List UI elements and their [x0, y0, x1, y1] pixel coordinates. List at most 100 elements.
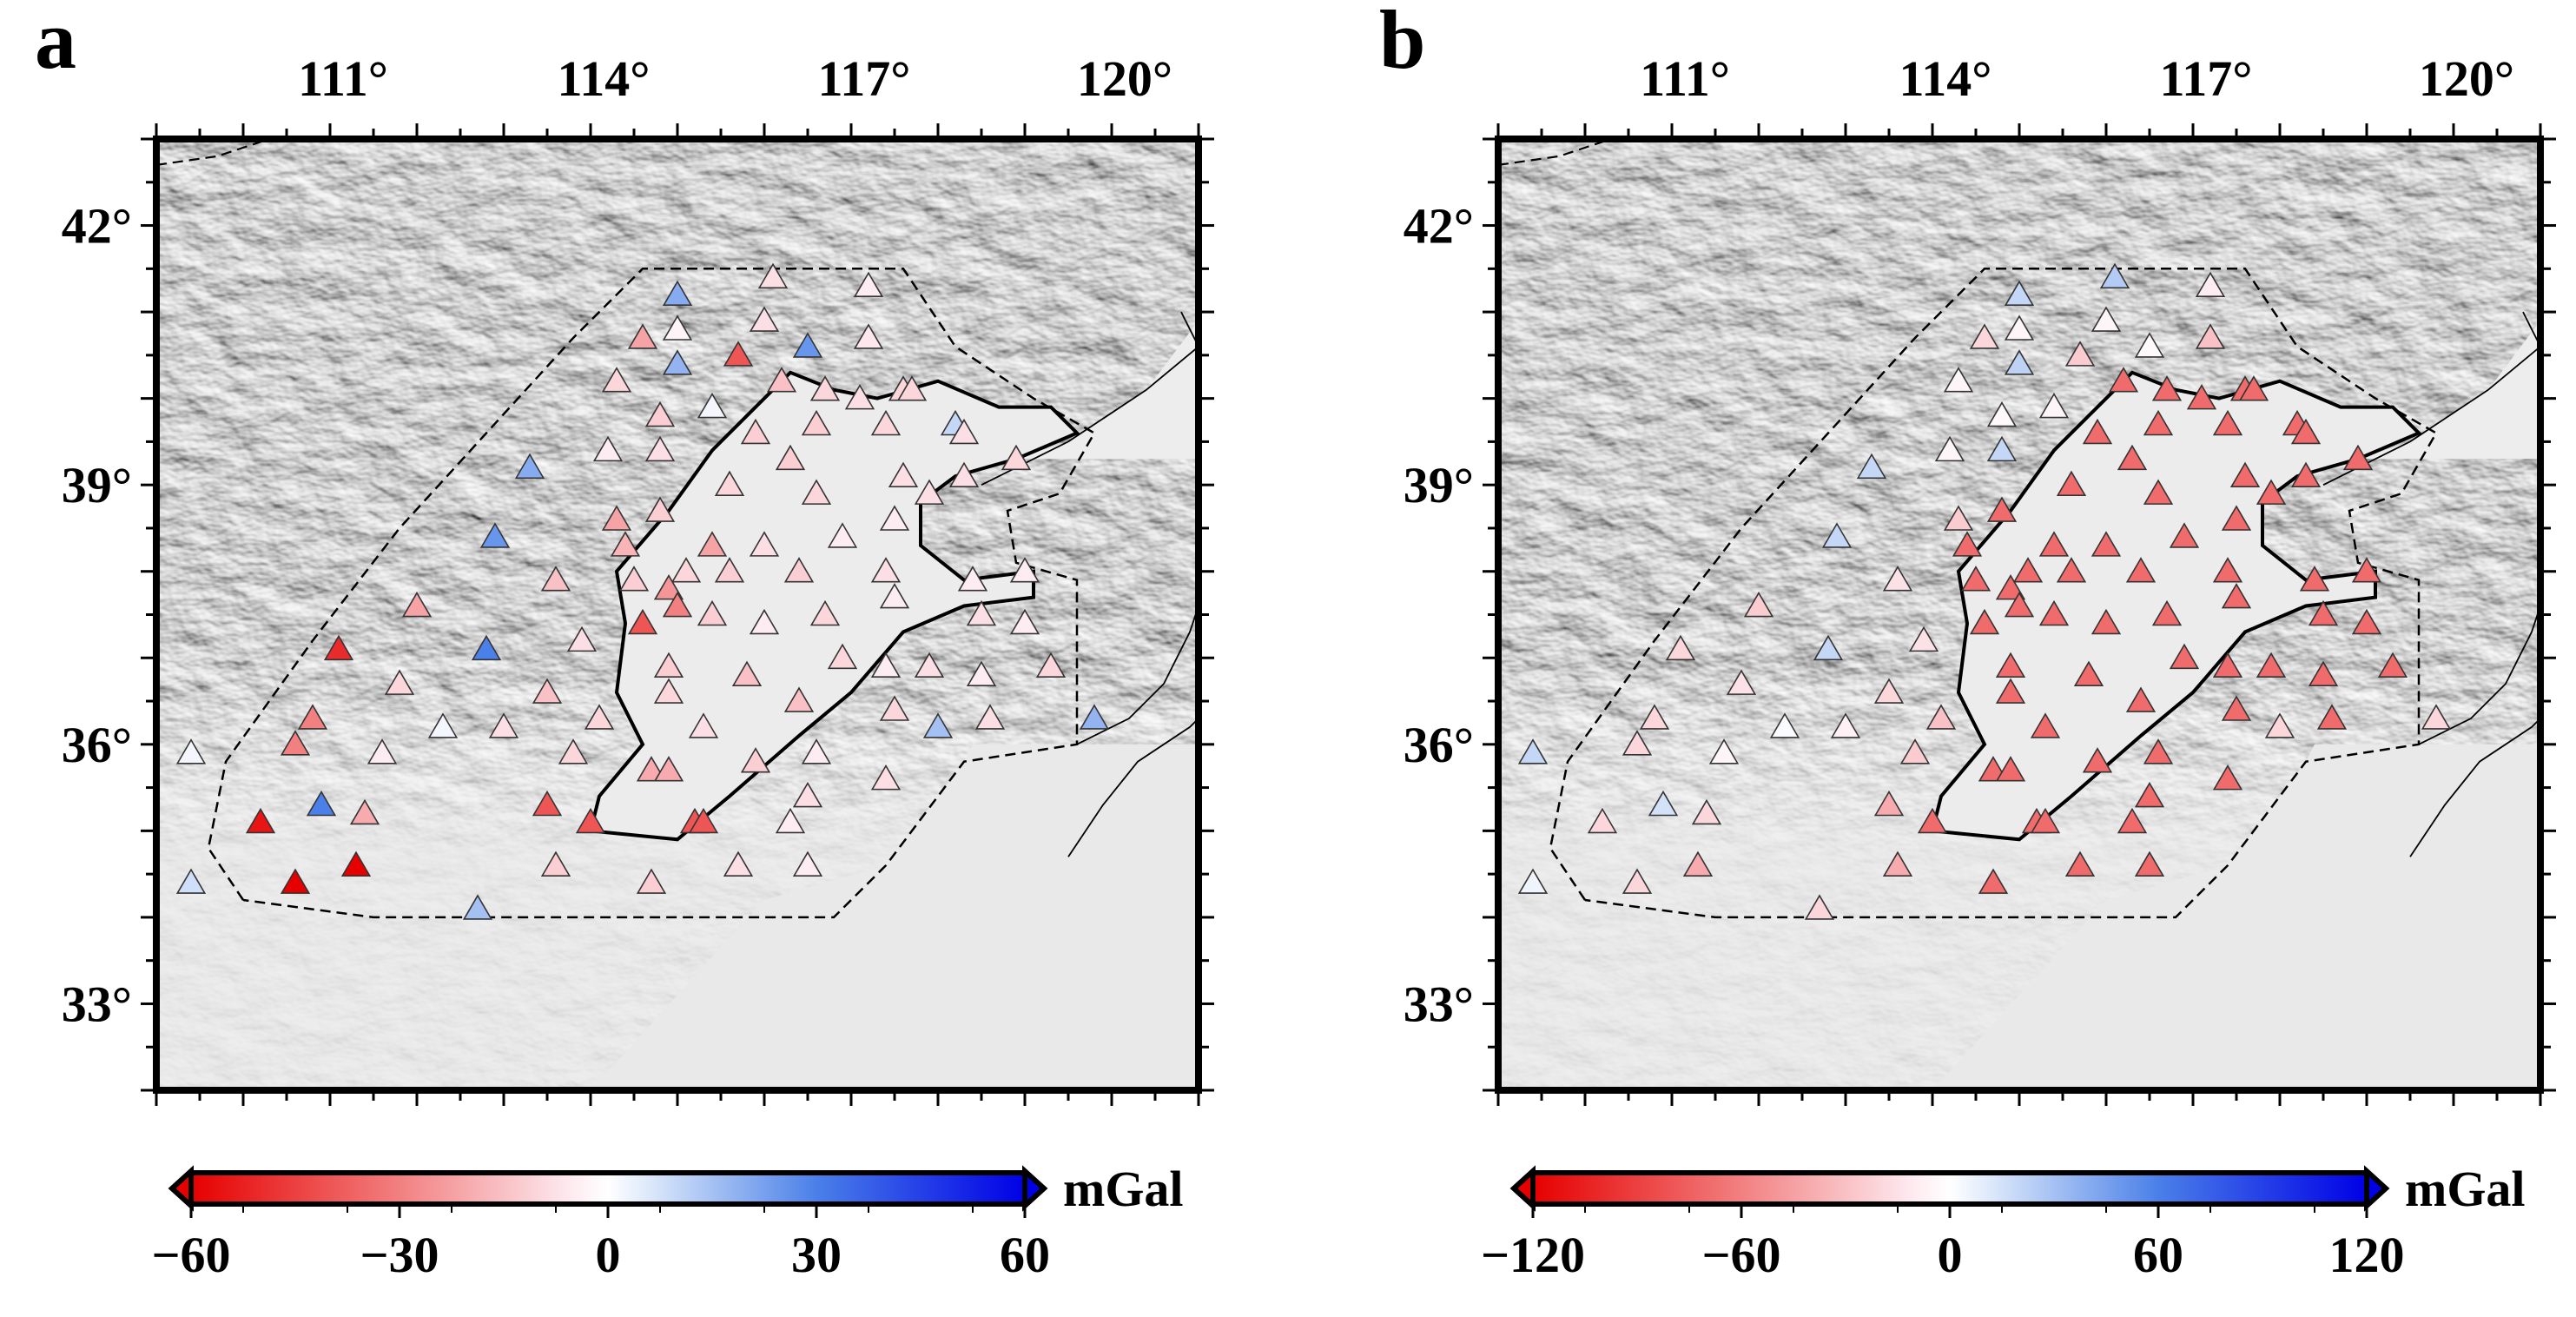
gravity-station-marker [749, 608, 780, 635]
colorbar-tick-label: 60 [1000, 1227, 1050, 1283]
gravity-station-marker [1001, 444, 1032, 471]
study-area-boundary [207, 268, 1096, 919]
gravity-station-marker [1830, 712, 1861, 738]
gravity-station-marker [2221, 583, 2252, 609]
gravity-station-marker [740, 418, 771, 445]
gravity-station-marker [644, 496, 676, 522]
gravity-station-marker [1665, 634, 1696, 661]
gravity-station-marker [2038, 393, 2070, 419]
gravity-station-marker [870, 764, 902, 791]
gravity-station-marker [1009, 557, 1040, 583]
gravity-station-marker [1009, 608, 1040, 635]
gravity-station-marker [592, 435, 624, 462]
gravity-station-marker [532, 678, 563, 704]
gravity-station-marker [479, 522, 511, 548]
plain-boundary [1931, 370, 2422, 842]
gravity-station-marker [809, 599, 841, 626]
gravity-station-marker [1908, 625, 1939, 652]
gravity-station-marker [558, 738, 589, 764]
gravity-station-marker [653, 756, 684, 782]
gravity-station-marker [636, 868, 667, 894]
latitude-tick-label: 36° [1404, 717, 1474, 773]
gravity-station-marker [853, 271, 884, 298]
gravity-station-marker [853, 323, 884, 349]
latitude-tick-label: 33° [62, 976, 132, 1032]
gravity-station-marker [2091, 306, 2122, 332]
gravity-station-marker [1960, 566, 1991, 592]
gravity-station-marker [2186, 384, 2217, 410]
gravity-station-marker [1882, 566, 1913, 592]
gravity-station-marker [1517, 868, 1549, 894]
gravity-station-marker [662, 314, 693, 341]
gravity-station-marker [644, 400, 676, 427]
gravity-station-marker [1873, 790, 1905, 817]
coastline [981, 311, 1199, 486]
gravity-station-marker [462, 894, 493, 920]
gravity-station-marker [1925, 704, 1957, 730]
gravity-station-marker [2056, 470, 2087, 496]
gravity-station-marker [1622, 868, 1653, 894]
gravity-station-marker [1648, 790, 1679, 817]
gravity-station-marker [688, 807, 719, 834]
gravity-station-marker [801, 738, 832, 764]
gravity-station-marker [2038, 531, 2070, 557]
gravity-station-marker [914, 479, 945, 505]
gravity-station-marker [1035, 652, 1067, 678]
colorbar-tick-label: −30 [360, 1227, 439, 1283]
study-area-boundary [1549, 268, 2438, 919]
gravity-station-marker [1882, 850, 1913, 877]
gravity-station-marker [827, 522, 858, 548]
gravity-station-marker [1691, 798, 1722, 825]
gravity-station-marker [888, 461, 919, 488]
coastline [2418, 606, 2540, 745]
gravity-station-marker [2290, 418, 2322, 445]
gravity-station-marker [1873, 678, 1905, 704]
gravity-station-marker [2108, 367, 2139, 393]
colorbar-tick-label: −60 [151, 1227, 230, 1283]
gravity-station-marker [2308, 599, 2339, 626]
colorbar-tick-label: 120 [2329, 1227, 2405, 1283]
gravity-station-marker [1934, 435, 1965, 462]
coastline [1076, 606, 1199, 745]
gravity-station-marker [601, 505, 632, 531]
gravity-station-marker [2004, 349, 2035, 375]
gravity-station-marker [1995, 678, 2026, 704]
longitude-tick-label: 120° [1077, 50, 1172, 107]
gravity-station-marker [2195, 271, 2226, 298]
gravity-station-marker [966, 599, 997, 626]
gravity-station-marker [870, 409, 902, 436]
gravity-station-marker [2004, 591, 2035, 618]
gravity-station-marker [2073, 660, 2104, 686]
latitude-tick-label: 36° [62, 717, 132, 773]
colorbar-unit-label: mGal [2405, 1161, 2526, 1217]
gravity-station-marker [2082, 747, 2113, 773]
panel-a: 111° 114° 117° 120° 42° 39° 36° 33° −60 −30 0 30 60m… [62, 50, 1214, 1283]
gravity-station-marker [2125, 686, 2157, 712]
gravity-station-marker [2099, 262, 2130, 289]
gravity-station-marker [2299, 566, 2330, 592]
gravity-station-marker [245, 807, 276, 834]
gravity-station-marker [723, 341, 754, 367]
gravity-station-marker [662, 349, 693, 375]
gravity-station-marker [323, 634, 354, 661]
gravity-station-marker [1986, 496, 2018, 522]
gravity-station-marker [783, 686, 815, 712]
gravity-station-marker [532, 790, 563, 817]
gravity-station-marker [2143, 738, 2174, 764]
border-line [156, 139, 270, 166]
gravity-station-marker [948, 461, 980, 488]
gravity-station-marker [427, 712, 459, 738]
gravity-station-marker [280, 868, 311, 894]
longitude-tick-label: 117° [2160, 50, 2253, 107]
gravity-station-marker [922, 712, 954, 738]
axis-ticks [1483, 123, 2556, 1106]
gravity-station-marker [627, 608, 658, 635]
gravity-station-marker [697, 531, 728, 557]
gravity-station-marker [1952, 531, 1983, 557]
gravity-station-marker [1986, 435, 2018, 462]
colorbar-low-arrow [168, 1165, 194, 1212]
colorbar-tick-label: 60 [2133, 1227, 2183, 1283]
gravity-station-marker [2091, 608, 2122, 635]
latitude-tick-label: 42° [1404, 198, 1474, 255]
